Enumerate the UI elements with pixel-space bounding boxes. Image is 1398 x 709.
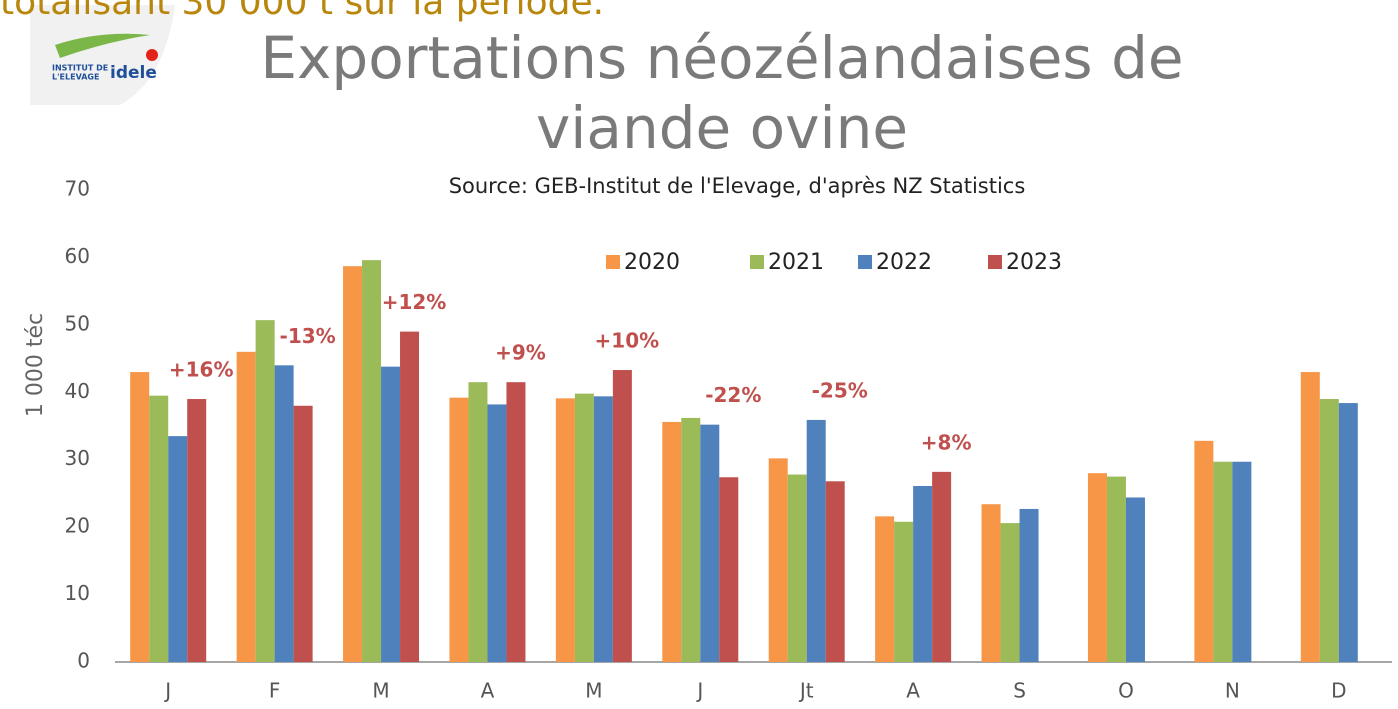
bar (1125, 497, 1145, 662)
bar (806, 419, 826, 662)
bar (719, 477, 739, 662)
y-tick-label: 60 (65, 244, 90, 268)
bar (574, 393, 594, 662)
x-tick-label: J (163, 679, 171, 703)
x-tick-label: S (1013, 679, 1026, 703)
logo-background (30, 5, 175, 105)
bar (449, 397, 469, 662)
bar (1106, 476, 1126, 662)
x-tick-label: Jt (798, 679, 814, 703)
legend-swatch (988, 255, 1002, 269)
bar (400, 331, 420, 662)
x-tick-label: O (1118, 679, 1134, 703)
x-tick-label: A (481, 679, 495, 703)
legend-label: 2021 (768, 250, 824, 275)
legend-swatch (606, 255, 620, 269)
annotation: -22% (705, 383, 761, 407)
y-axis-label: 1 000 téc (23, 313, 48, 417)
bar (1194, 440, 1214, 662)
bar (593, 396, 613, 662)
chart-title: Exportations néozélandaises de (260, 24, 1183, 92)
bar (612, 370, 632, 662)
bar (1213, 461, 1233, 662)
logo-line2: L'ELEVAGE (52, 73, 99, 82)
bar (981, 504, 1001, 662)
chart-subtitle: Source: GEB-Institut de l'Elevage, d'apr… (449, 174, 1026, 198)
bar (187, 399, 207, 662)
bar (932, 471, 952, 662)
legend-label: 2020 (624, 250, 680, 275)
bar (130, 372, 150, 662)
bar (768, 458, 788, 662)
bar (1000, 523, 1020, 662)
annotation: +10% (595, 329, 660, 353)
y-tick-label: 30 (65, 446, 90, 470)
y-tick-label: 70 (65, 177, 90, 201)
bar (506, 382, 526, 662)
x-tick-label: N (1225, 679, 1240, 703)
annotation: -25% (812, 378, 868, 402)
bar (700, 424, 720, 662)
annotation: +12% (382, 290, 447, 314)
annotation: -13% (280, 324, 336, 348)
annotation: +9% (495, 341, 546, 365)
legend-swatch (750, 255, 764, 269)
bar (1232, 461, 1252, 662)
bar (362, 260, 382, 662)
x-tick-label: M (585, 679, 602, 703)
bar (487, 404, 507, 662)
bar (681, 417, 701, 662)
annotation: +8% (921, 430, 972, 454)
logo-line1: INSTITUT DE (52, 64, 108, 73)
logo-brand: idele (110, 63, 157, 83)
legend-label: 2023 (1006, 250, 1062, 275)
bar (274, 365, 294, 662)
bar (894, 521, 914, 662)
bar (149, 395, 169, 662)
chart-title: viande ovine (536, 94, 908, 162)
bar (343, 266, 363, 662)
x-tick-label: M (372, 679, 389, 703)
bar (468, 382, 488, 662)
x-tick-label: D (1331, 679, 1346, 703)
bar (1019, 508, 1039, 662)
y-tick-label: 10 (65, 581, 90, 605)
bar (1087, 473, 1107, 662)
x-tick-label: F (269, 679, 281, 703)
annotation: +16% (169, 358, 234, 382)
y-tick-label: 50 (65, 311, 90, 335)
bar (236, 351, 256, 662)
bar (293, 405, 313, 662)
x-tick-label: J (695, 679, 703, 703)
bar (875, 516, 895, 662)
bar (381, 366, 401, 662)
bar (787, 474, 807, 662)
bar (825, 481, 845, 662)
y-tick-label: 20 (65, 514, 90, 538)
header-text: totalisant 30 000 t sur la période. (0, 0, 604, 23)
x-tick-label: A (906, 679, 920, 703)
bar (1300, 372, 1320, 662)
legend-swatch (858, 255, 872, 269)
bar (913, 486, 933, 662)
y-tick-label: 40 (65, 379, 90, 403)
bar (1338, 403, 1358, 662)
bar (555, 398, 575, 662)
bar (168, 436, 188, 662)
bar (1319, 399, 1339, 662)
bar (662, 421, 682, 662)
y-tick-label: 0 (77, 649, 90, 673)
logo-swoosh (55, 33, 150, 58)
logo-dot (146, 49, 158, 61)
legend-label: 2022 (876, 250, 932, 275)
bar (255, 320, 275, 662)
